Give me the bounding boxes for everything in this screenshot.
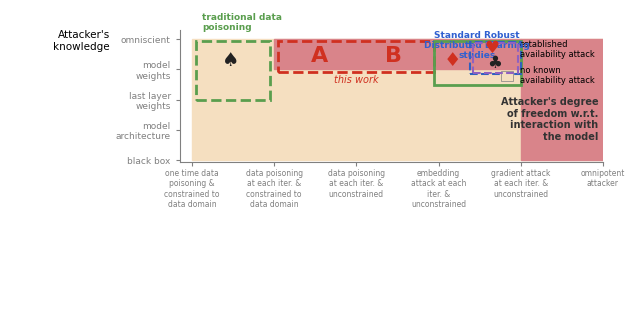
Text: this work: this work — [334, 75, 379, 85]
Text: Standard Robust
Distributed Learning
studies: Standard Robust Distributed Learning stu… — [424, 30, 530, 60]
Text: traditional data
poisoning: traditional data poisoning — [202, 13, 282, 32]
Bar — [521, 39, 603, 160]
Bar — [196, 41, 270, 100]
Y-axis label: Attacker's
knowledge: Attacker's knowledge — [53, 30, 110, 52]
Text: Attacker's degree
of freedom w.r.t.
interaction with
the model: Attacker's degree of freedom w.r.t. inte… — [501, 97, 598, 142]
Text: A: A — [311, 46, 328, 66]
Text: ♦: ♦ — [444, 51, 461, 70]
Bar — [473, 43, 518, 73]
Text: B: B — [385, 46, 402, 66]
Text: ♠: ♠ — [222, 51, 239, 70]
Bar — [435, 41, 521, 85]
Bar — [470, 41, 521, 74]
Text: ♥: ♥ — [484, 39, 499, 57]
Legend: established
availability attack, no known
availability attack: established availability attack, no know… — [497, 35, 598, 89]
Text: ♣: ♣ — [487, 54, 502, 72]
Bar — [274, 39, 521, 69]
Bar — [278, 41, 435, 72]
